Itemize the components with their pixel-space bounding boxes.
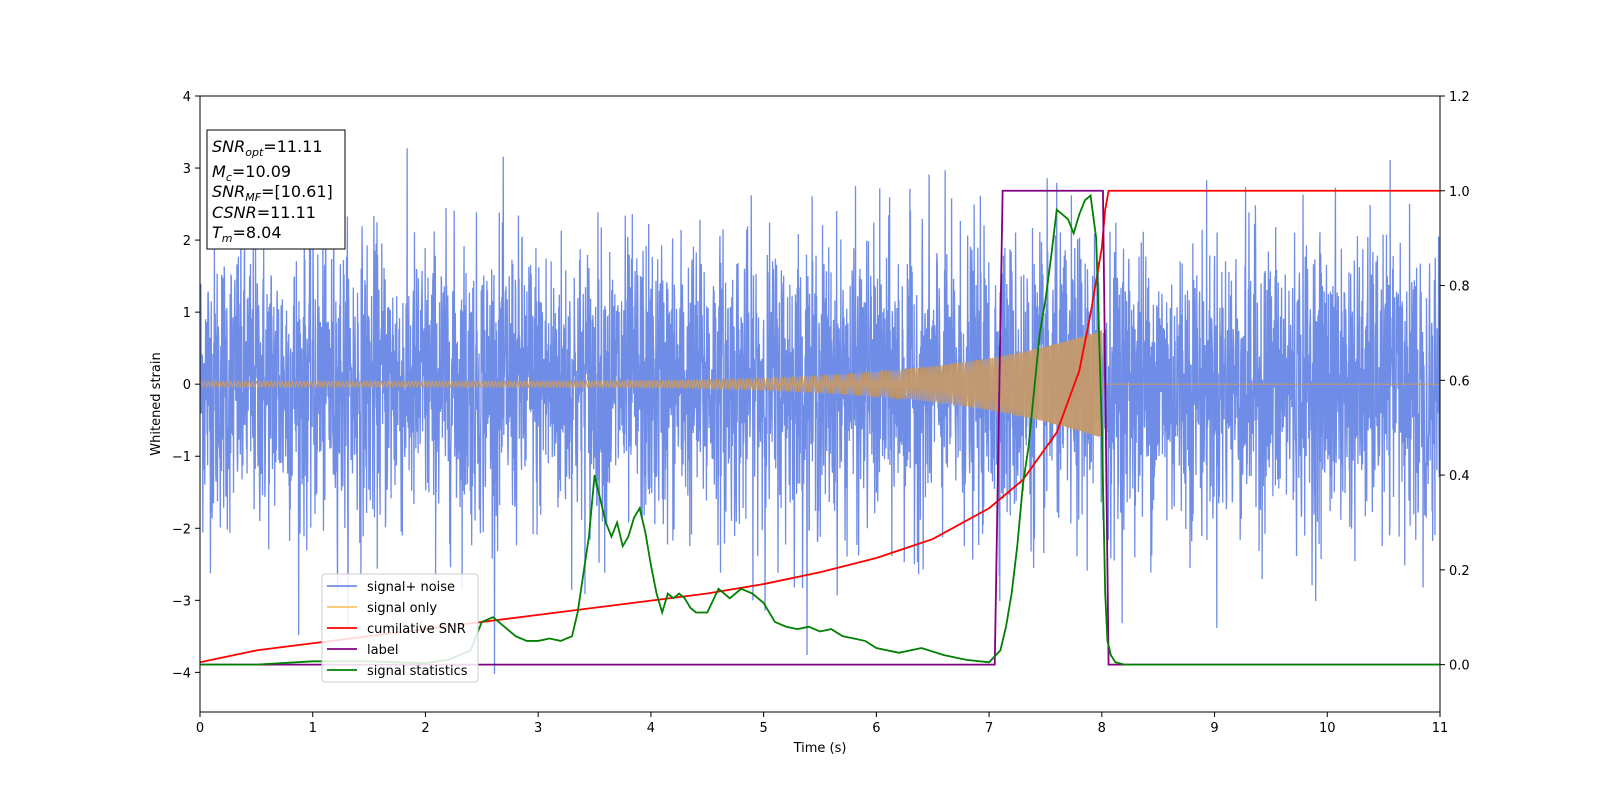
y-right-tick-label: 0.4 [1449, 469, 1470, 484]
info-subscript: opt [245, 146, 264, 159]
info-symbol: CSNR [212, 203, 257, 222]
info-line: Mc=10.09 [212, 162, 291, 184]
y-left-tick-label: 1 [183, 306, 191, 321]
x-tick-label: 10 [1319, 721, 1336, 736]
y-left-tick-label: 0 [183, 378, 191, 393]
legend-label: signal only [367, 601, 437, 616]
y-left-tick-label: −4 [172, 666, 191, 681]
legend-label: signal+ noise [367, 580, 455, 595]
info-box: SNRopt=11.11Mc=10.09SNRMF=[10.61]CSNR=11… [206, 129, 346, 250]
info-line: Tm=8.04 [212, 223, 282, 245]
x-tick-label: 0 [196, 721, 204, 736]
x-tick-label: 6 [872, 721, 880, 736]
x-tick-label: 2 [421, 721, 429, 736]
series-signal-only [200, 330, 1440, 437]
y-right-tick-label: 1.0 [1449, 185, 1470, 200]
info-line: SNRopt=11.11 [212, 137, 323, 159]
info-value: =[10.61] [261, 182, 333, 201]
info-symbol: T [212, 223, 223, 242]
legend-label: label [367, 643, 398, 658]
info-symbol: SNR [212, 137, 245, 156]
plot-frame [199, 95, 1441, 713]
info-subscript: m [222, 232, 233, 245]
info-subscript: c [226, 171, 232, 184]
x-tick-label: 9 [1210, 721, 1218, 736]
axes-layer: 0 1 2 3 4 5 6 7 8 9 10 1143210−1−2−3−41.21.00.80.60… [172, 90, 1470, 736]
y-left-tick-label: −3 [172, 594, 191, 609]
x-tick-label: 3 [534, 721, 542, 736]
x-tick-label: 5 [759, 721, 767, 736]
legend-label: signal statistics [367, 664, 468, 679]
info-symbol: M [212, 162, 226, 181]
y-right-tick-label: 0.6 [1449, 374, 1470, 389]
info-line: SNRMF=[10.61] [212, 182, 333, 204]
y-left-tick-label: −1 [172, 450, 191, 465]
info-box-frame [206, 129, 346, 250]
info-value: =8.04 [233, 223, 282, 242]
y-right-tick-label: 0.8 [1449, 280, 1470, 295]
series-signal-statistics [200, 193, 1440, 666]
y-right-tick-label: 0.0 [1449, 659, 1470, 674]
y-left-tick-label: 3 [183, 162, 191, 177]
info-line: CSNR=11.11 [212, 203, 316, 222]
x-tick-label: 1 [309, 721, 317, 736]
y-left-tick-label: 2 [183, 234, 191, 249]
x-tick-label: 7 [985, 721, 993, 736]
x-axis-label: Time (s) [793, 741, 847, 756]
legend-frame [321, 573, 479, 683]
legend-label: cumilative SNR [367, 622, 466, 637]
info-value: =11.11 [257, 203, 316, 222]
y-right-tick-label: 1.2 [1449, 90, 1470, 105]
y-left-tick-label: 4 [183, 90, 191, 105]
info-symbol: SNR [212, 182, 245, 201]
info-subscript: MF [245, 191, 261, 204]
x-tick-label: 11 [1432, 721, 1449, 736]
y-right-tick-label: 0.2 [1449, 564, 1470, 579]
legend: signal+ noise signal only cumilative SNR la… [321, 573, 479, 683]
info-value: =10.09 [232, 162, 291, 181]
x-tick-label: 8 [1098, 721, 1106, 736]
y-left-tick-label: −2 [172, 522, 191, 537]
y-axis-label: Whitened strain [149, 352, 164, 455]
info-value: =11.11 [263, 137, 322, 156]
x-tick-label: 4 [647, 721, 655, 736]
